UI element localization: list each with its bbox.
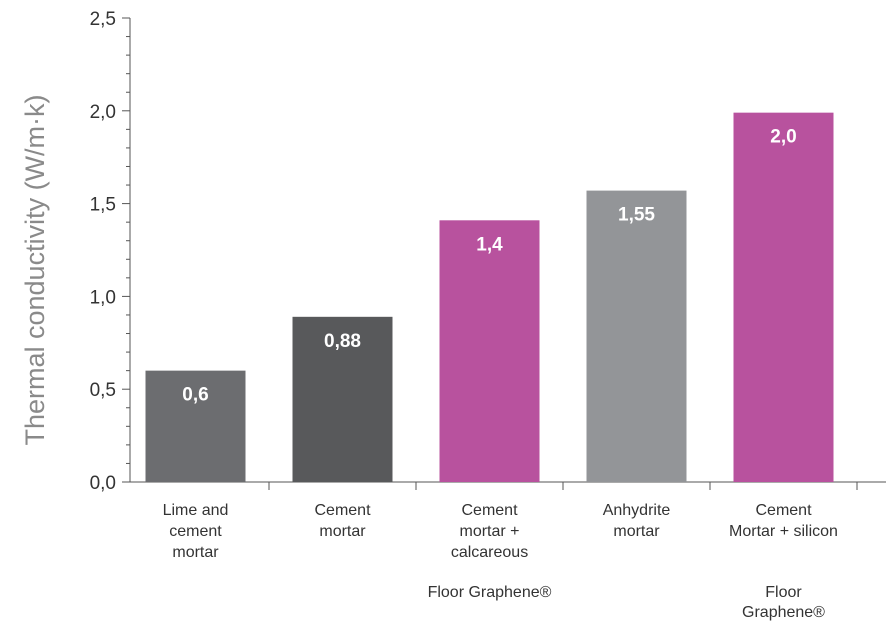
- bar: [292, 316, 393, 482]
- y-axis: 0,0 0,5 1,0 1,5 2,0 2,5: [90, 9, 131, 494]
- bar: [145, 370, 246, 482]
- bars: 0,6 0,88 1,4 1,55 2,0: [145, 112, 834, 482]
- bar: [586, 190, 687, 482]
- data-label: 2,0: [770, 127, 796, 148]
- category-label: Lime and: [163, 502, 229, 519]
- category-label: mortar: [613, 523, 660, 540]
- category-label: Cement: [461, 502, 518, 519]
- notes: Floor Graphene® Floor Graphene®: [428, 584, 826, 621]
- y-tick-label: 0,0: [90, 473, 116, 494]
- note-label: Floor Graphene®: [428, 584, 552, 601]
- data-label: 1,4: [476, 234, 503, 255]
- note-label: Floor: [765, 584, 802, 601]
- category-label: Cement: [314, 502, 371, 519]
- y-tick-label: 2,5: [90, 9, 116, 30]
- category-label: mortar +: [459, 523, 519, 540]
- category-label: mortar: [319, 523, 366, 540]
- note-label: Graphene®: [742, 604, 825, 621]
- category-labels: Lime and cement mortar Cement mortar Cement mo…: [163, 502, 838, 561]
- y-axis-label: Thermal conductivity (W/m·k): [20, 94, 50, 445]
- data-label: 0,6: [182, 385, 208, 406]
- data-label: 0,88: [324, 331, 361, 352]
- category-label: Mortar + silicon: [729, 523, 838, 540]
- category-label: cement: [169, 523, 222, 540]
- data-label: 1,55: [618, 205, 655, 226]
- y-tick-label: 2,0: [90, 102, 116, 123]
- category-label: calcareous: [451, 544, 528, 561]
- category-label: mortar: [172, 544, 219, 561]
- y-tick-label: 0,5: [90, 380, 116, 401]
- bar: [733, 112, 834, 482]
- x-axis: [122, 481, 886, 490]
- y-tick-label: 1,0: [90, 287, 116, 308]
- bar: [439, 220, 540, 482]
- category-label: Cement: [755, 502, 812, 519]
- category-label: Anhydrite: [603, 502, 671, 519]
- y-tick-label: 1,5: [90, 195, 116, 216]
